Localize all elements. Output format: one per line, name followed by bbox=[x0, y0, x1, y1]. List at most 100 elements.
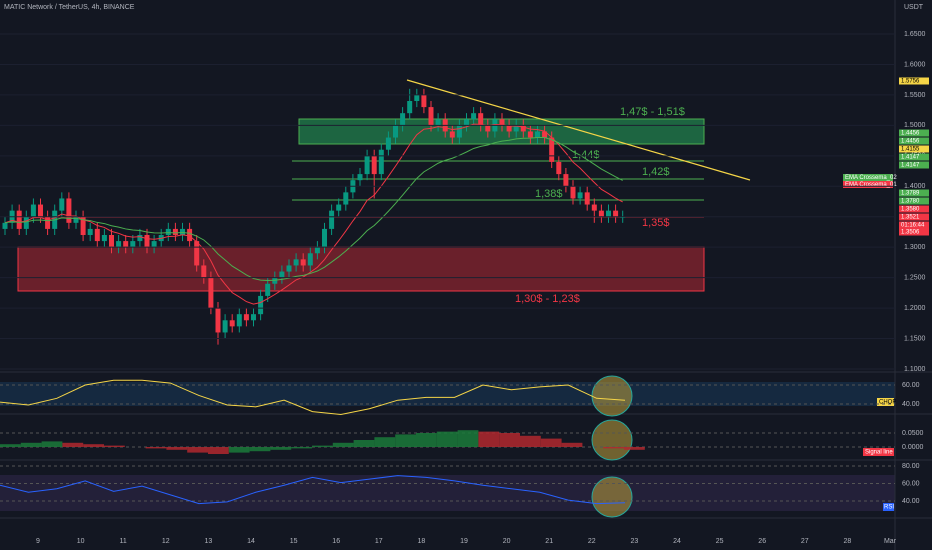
histogram-bar bbox=[436, 431, 458, 447]
candle-body bbox=[556, 161, 562, 175]
candle-body bbox=[151, 241, 157, 248]
date-label: 10 bbox=[77, 538, 85, 545]
price-tag-label: 1.5756 bbox=[901, 79, 920, 85]
histogram-bar bbox=[187, 447, 208, 453]
price-tag-label: 1.4155 bbox=[901, 147, 920, 153]
pane-name: CHOP bbox=[879, 400, 896, 406]
candle-body bbox=[80, 216, 86, 235]
chop-band bbox=[0, 382, 895, 406]
candle-body bbox=[591, 204, 597, 211]
trend-line bbox=[406, 79, 751, 181]
pane-tag bbox=[883, 503, 894, 511]
candle-body bbox=[180, 228, 185, 235]
histogram-bar bbox=[270, 447, 292, 450]
candle-body bbox=[485, 125, 491, 132]
candle-body bbox=[506, 125, 512, 132]
histogram-bar bbox=[291, 447, 312, 449]
price-tick-label: 1.3000 bbox=[904, 244, 926, 251]
candle-body bbox=[570, 186, 576, 199]
price-tag bbox=[899, 221, 929, 229]
ema-line bbox=[4, 137, 623, 281]
pane-name: Signal line bbox=[865, 450, 893, 456]
price-tag-label: 1.3789 bbox=[901, 191, 920, 197]
price-tick-label: 1.2500 bbox=[904, 274, 926, 281]
histogram-bar bbox=[166, 447, 188, 450]
candle-body bbox=[435, 119, 441, 126]
candle-body bbox=[130, 241, 136, 248]
candle-body bbox=[208, 277, 214, 309]
date-label: 13 bbox=[205, 538, 213, 545]
date-label: 27 bbox=[801, 538, 809, 545]
level-label: 1,42$ bbox=[642, 166, 670, 178]
highlight-circle bbox=[591, 375, 633, 417]
candle-body bbox=[251, 314, 256, 321]
date-label: 24 bbox=[673, 538, 681, 545]
price-tag bbox=[899, 145, 929, 153]
price-tick-label: 1.6000 bbox=[904, 61, 926, 68]
candle-body bbox=[563, 174, 569, 187]
pane-tick-label: 0.0500 bbox=[902, 430, 924, 437]
level-label: 1,44$ bbox=[572, 149, 600, 161]
candle-body bbox=[187, 228, 193, 242]
demand-zone bbox=[17, 246, 705, 292]
candle-body bbox=[307, 253, 313, 266]
candle-body bbox=[378, 149, 384, 175]
candle-body bbox=[236, 314, 242, 327]
candle-body bbox=[222, 320, 228, 333]
candle-body bbox=[364, 155, 370, 175]
price-tag-label: 1.4456 bbox=[901, 131, 920, 137]
candle-body bbox=[584, 192, 590, 205]
histogram-bar bbox=[416, 433, 437, 447]
pane-tick-label: 0.0000 bbox=[902, 444, 924, 451]
candle-body bbox=[229, 320, 235, 327]
histogram-bar bbox=[104, 445, 125, 447]
pane-tick-label: 60.00 bbox=[902, 382, 920, 389]
histogram-bar bbox=[374, 437, 396, 447]
histogram-bar bbox=[20, 442, 42, 447]
candle-body bbox=[357, 174, 363, 181]
histogram-bar bbox=[62, 442, 84, 447]
price-tag bbox=[899, 213, 929, 221]
level-label: 1,38$ bbox=[535, 188, 563, 200]
indicator-line bbox=[0, 379, 626, 415]
candle-body bbox=[371, 155, 377, 175]
date-label: 26 bbox=[758, 538, 766, 545]
price-tag bbox=[899, 77, 929, 85]
candle-body bbox=[336, 204, 342, 211]
histogram-bar bbox=[208, 447, 229, 454]
price-tag bbox=[899, 205, 929, 213]
candle-body bbox=[513, 125, 519, 132]
date-label: 12 bbox=[162, 538, 170, 545]
zone-label: 1,47$ - 1,51$ bbox=[620, 106, 685, 118]
date-label: 25 bbox=[716, 538, 724, 545]
price-tag-label: 01:16:44 bbox=[901, 223, 925, 229]
histogram-bar bbox=[603, 447, 624, 449]
price-tick-label: 1.5500 bbox=[904, 92, 926, 99]
date-label: 20 bbox=[503, 538, 511, 545]
histogram-bar bbox=[457, 430, 479, 447]
price-tag bbox=[899, 228, 929, 236]
pane-tick-label: 80.00 bbox=[902, 463, 920, 470]
highlight-circle bbox=[591, 419, 633, 461]
candle-body bbox=[499, 119, 505, 126]
candle-body bbox=[449, 131, 455, 138]
candle-body bbox=[343, 192, 349, 205]
histogram-bar bbox=[624, 447, 645, 450]
histogram-bar bbox=[353, 440, 375, 447]
candle-body bbox=[527, 131, 533, 138]
candle-body bbox=[66, 198, 72, 223]
pane-tick-label: 60.00 bbox=[902, 480, 920, 487]
price-tick-label: 1.1500 bbox=[904, 335, 926, 342]
candle-body bbox=[116, 241, 122, 248]
price-tag-label: 1.4456 bbox=[901, 139, 920, 145]
histogram-bar bbox=[249, 447, 271, 452]
candle-body bbox=[293, 259, 299, 266]
price-tick-label: 1.4000 bbox=[904, 183, 926, 190]
candle-body bbox=[144, 235, 150, 248]
histogram-bar bbox=[83, 444, 104, 447]
candle-body bbox=[606, 210, 611, 217]
candle-body bbox=[300, 259, 306, 266]
candle-body bbox=[535, 131, 540, 138]
candle-body bbox=[471, 113, 477, 120]
